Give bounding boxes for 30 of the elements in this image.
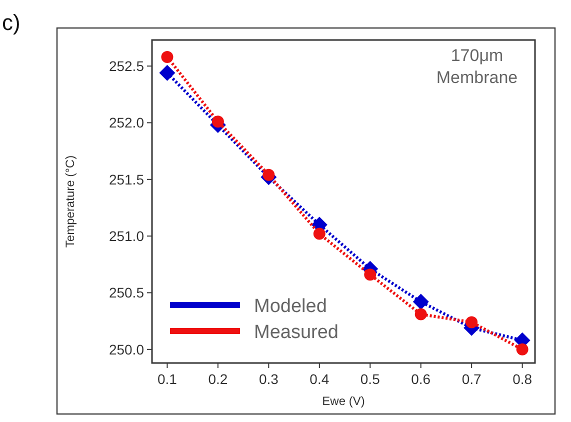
y-tick-label: 251.0 — [108, 228, 144, 244]
legend-label: Modeled — [254, 296, 327, 317]
point — [212, 116, 224, 128]
x-tick-label: 0.1 — [157, 371, 178, 387]
y-tick-label: 252.0 — [108, 114, 144, 131]
x-tick-label: 0.3 — [258, 371, 279, 387]
x-tick-label: 0.4 — [310, 371, 330, 387]
legend-label: Measured — [254, 322, 338, 343]
y-axis-title: Temperature (°C) — [63, 155, 77, 248]
y-tick-label: 250.0 — [108, 341, 144, 358]
point — [516, 343, 528, 356]
point — [414, 308, 427, 320]
point — [262, 168, 275, 181]
x-tick-label: 0.2 — [208, 371, 228, 387]
point — [412, 294, 429, 310]
y-tick-label: 250.5 — [108, 284, 144, 301]
x-tick-label: 0.7 — [462, 371, 482, 387]
point — [159, 64, 176, 81]
x-axis-title: Ewe (V) — [322, 394, 365, 408]
point — [364, 268, 376, 281]
x-tick-label: 0.5 — [360, 371, 380, 387]
point — [161, 51, 174, 63]
point — [313, 228, 326, 240]
y-tick-label: 252.5 — [108, 58, 144, 74]
point — [466, 316, 478, 328]
text: c) — [2, 10, 20, 35]
annotation: 170μm Membrane — [436, 46, 518, 87]
x-tick-label: 0.8 — [512, 371, 532, 387]
x-tick-label: 0.6 — [411, 371, 431, 387]
y-tick-label: 251.5 — [108, 171, 144, 188]
